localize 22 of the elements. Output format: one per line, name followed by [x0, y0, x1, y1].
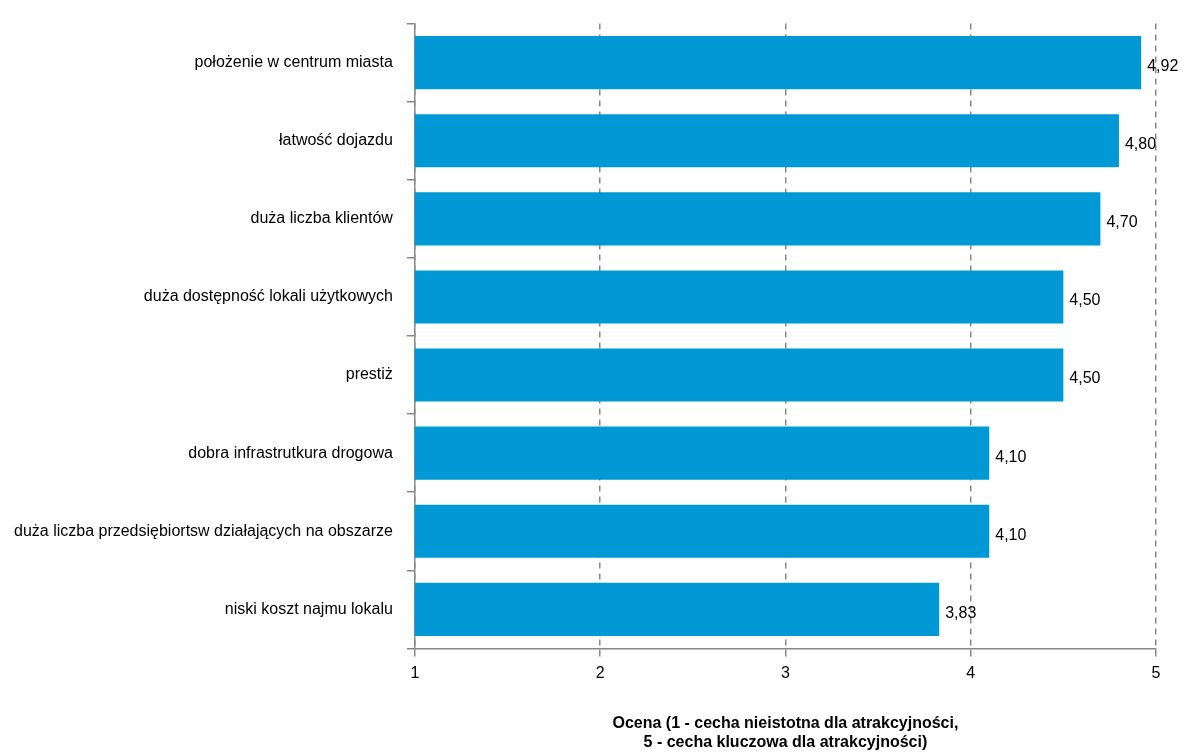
y-tick-label: łatwość dojazdu [279, 131, 393, 149]
data-label: 4,92 [1147, 57, 1179, 75]
y-tick-label: dobra infrastrutkura drogowa [188, 443, 393, 461]
x-tick-label: 2 [595, 664, 605, 682]
y-tick-label: niski koszt najmu lokalu [224, 599, 393, 617]
x-tick-label: 5 [1151, 664, 1161, 682]
data-label: 4,10 [995, 447, 1027, 465]
data-label: 4,70 [1106, 213, 1138, 231]
data-label: 4,50 [1069, 369, 1101, 387]
x-tick-label: 3 [780, 664, 790, 682]
y-tick-label: duża dostępność lokali użytkowych [143, 287, 393, 305]
y-tick-label: duża liczba klientów [250, 209, 394, 227]
data-label: 4,80 [1124, 135, 1157, 153]
data-label: 3,83 [945, 603, 977, 621]
x-tick-label: 4 [966, 664, 976, 682]
y-tick-label: prestiż [345, 365, 393, 383]
x-tick-label: 1 [410, 664, 420, 682]
data-label: 4,50 [1069, 291, 1101, 309]
data-label: 4,10 [995, 525, 1027, 543]
y-tick-label: duża liczba przedsiębiortsw działających na obszarze [14, 521, 393, 539]
y-tick-label: położenie w centrum miasta [194, 53, 393, 71]
x-axis-title: Ocena (1 - cecha nieistotna dla atrakcyjności, 5 - cecha kluczowa dla atrakcyjności) [612, 713, 959, 750]
